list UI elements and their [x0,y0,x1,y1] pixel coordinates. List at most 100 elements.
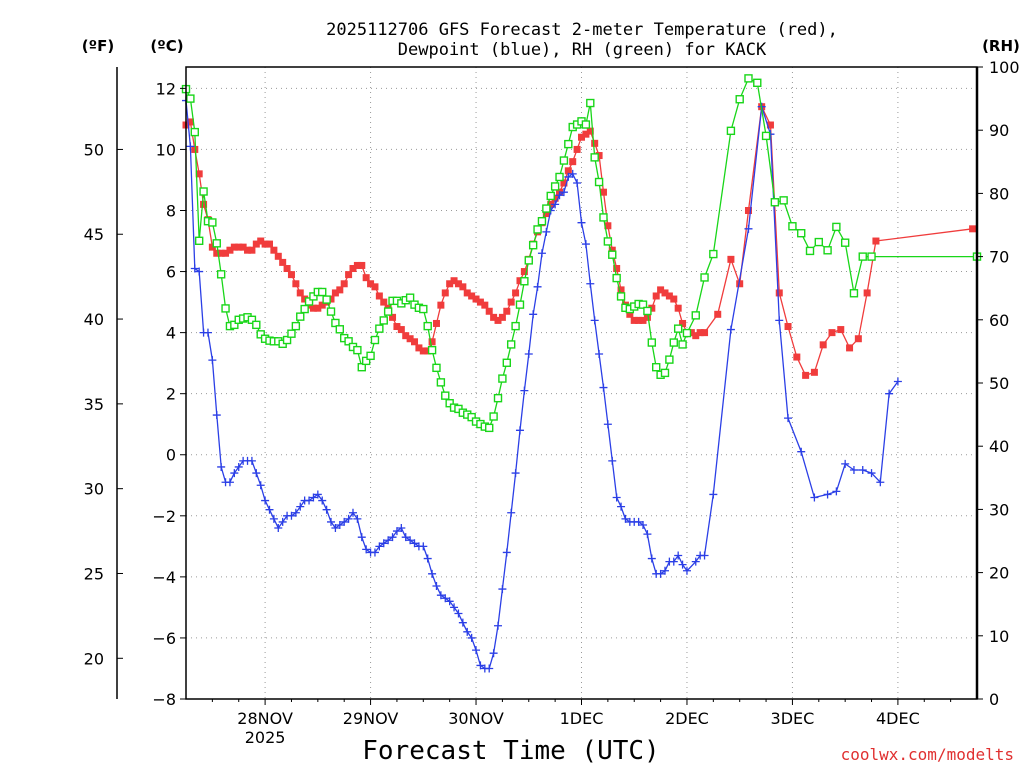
temperature-point [252,240,260,248]
temperature-point [353,261,361,269]
temperature-point [665,292,673,300]
rh-point [537,217,547,226]
rh-point [590,153,599,162]
credit-link[interactable]: coolwx.com/modelts [841,745,1014,764]
dewpoint-point [331,524,340,533]
celsius-tick-label: −2 [152,507,176,526]
rh-point [691,311,700,320]
rh-point [467,412,476,422]
rh-point [216,270,226,279]
dewpoint-point [313,490,322,499]
rh-point [318,287,327,297]
dewpoint-point [186,142,195,151]
dewpoint-point [256,481,265,490]
rh-point [331,318,340,328]
dewpoint-point [533,282,542,291]
dewpoint-point [617,502,626,511]
rh-point [546,191,555,201]
temperature-point [507,298,515,306]
temperature-point [674,304,682,312]
dewpoint-point [436,591,445,600]
rh-point [805,246,815,256]
temperature-point [450,277,458,285]
dewpoint-point [674,551,683,560]
rh-point [256,330,265,339]
temperature-point [296,289,304,297]
dewpoint-point [520,386,529,395]
dewpoint-point [454,609,463,618]
rh-point [770,198,780,207]
dewpoint-point [568,169,577,178]
dewpoint-point [669,557,678,566]
dewpoint-point [639,520,648,529]
rh-point [665,355,674,364]
temperature-point [226,246,234,254]
celsius-unit-label: (ºC) [150,37,183,55]
dewpoint-point [265,505,274,514]
dewpoint-point [305,496,314,505]
relative-humidity-line [185,77,977,429]
temperature-point [547,200,555,208]
dewpoint-point [348,508,357,517]
dewpoint-point [700,551,709,560]
dewpoint-point [876,478,885,487]
dewpoint-point [810,493,819,502]
rh-point [296,312,305,321]
temperature-point [345,271,353,279]
dewpoint-point [335,520,344,529]
temperature-point [608,246,616,254]
temperature-point [270,246,278,254]
celsius-tick-label: 4 [166,324,176,343]
temperature-point [648,304,656,312]
temperature-point [380,298,388,306]
temperature-point [692,332,700,340]
temperature-point [340,280,348,288]
dewpoint-point [230,469,239,478]
dewpoint-point [682,566,691,575]
dewpoint-point [498,585,507,594]
dewpoint-point [590,316,599,325]
x-tick-label: 30NOV [448,709,504,728]
rh-point [647,338,657,347]
temperature-point [490,313,498,321]
dewpoint-point [507,508,516,517]
temperature-point [239,243,247,251]
rh-point [489,412,498,421]
rh-point [366,351,375,361]
dewpoint-point [287,511,296,520]
relative-humidity-series [181,74,982,433]
rh-tick-label: 60 [989,311,1009,330]
temperature-point [635,316,643,324]
temperature-point [446,280,454,288]
temperature-point [714,310,722,318]
rh-point [638,300,648,309]
temperature-point [863,289,871,297]
temperature-point [582,130,590,138]
temperature-point [872,237,880,245]
temperature-point [424,347,432,355]
temperature-point [349,265,357,273]
rh-point [344,337,353,346]
temperature-point [476,298,484,306]
dewpoint-point [375,542,384,551]
x-tick-sublabel: 2025 [245,728,286,747]
dewpoint-point [203,328,212,337]
celsius-tick-label: 6 [166,263,176,282]
dewpoint-point [551,200,560,209]
rh-point [493,393,503,403]
rh-point [753,78,762,88]
dewpoint-point [634,517,643,526]
dewpoint-point [388,533,397,542]
temperature-point [846,344,854,352]
temperature-point [287,271,295,279]
dewpoint-point [296,502,305,511]
dewpoint-point [357,533,366,542]
rh-point [221,304,230,313]
temperature-point [327,295,335,303]
dewpoint-point [327,517,336,526]
dewpoint-point [445,597,454,606]
dewpoint-point [208,356,217,365]
rh-point [326,307,336,316]
fahrenheit-tick-label: 35 [84,395,104,414]
